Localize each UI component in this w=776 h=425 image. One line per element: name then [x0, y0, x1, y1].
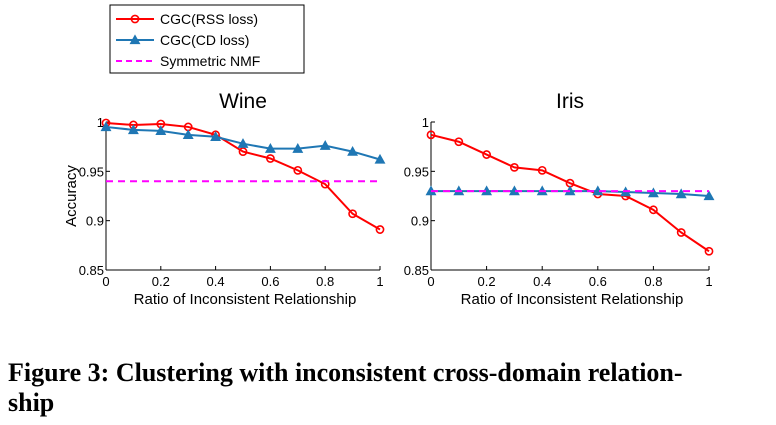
x-tick-label: 0: [427, 274, 434, 289]
caption-line-2: ship: [8, 388, 55, 417]
x-tick-label: 0.4: [207, 274, 225, 289]
data-point: [703, 190, 715, 201]
data-point: [127, 124, 139, 135]
legend-label: CGC(CD loss): [160, 32, 249, 48]
series-cgc-rss-loss-: [101, 118, 385, 234]
data-point: [537, 165, 547, 175]
data-point: [649, 205, 658, 215]
y-tick-label: 1: [97, 115, 104, 130]
data-point: [210, 131, 222, 141]
x-tick-label: 0.6: [261, 274, 279, 289]
legend-marker: [130, 14, 140, 24]
series-cgc-cd-loss-: [100, 121, 386, 164]
y-tick-label: 0.9: [411, 214, 429, 229]
chart-title: Wine: [219, 90, 267, 113]
y-tick-label: 0.95: [404, 164, 429, 179]
chart-wine: 0 0.2 0.4 0.6 0.8 1 0.85 0.9 0.95 1 Wine Ratio of I…: [63, 90, 386, 308]
x-tick-label: 1: [705, 274, 712, 289]
chart-title: Iris: [556, 90, 584, 113]
data-point: [454, 137, 464, 147]
legend: CGC(RSS loss) CGC(CD loss) Symmetric NMF: [109, 4, 305, 74]
data-point: [265, 154, 275, 163]
y-tick-label: 0.9: [86, 214, 104, 229]
x-tick-label: 0.2: [152, 274, 170, 289]
data-point: [348, 209, 357, 219]
x-tick-label: 0.4: [533, 274, 551, 289]
legend-label: CGC(RSS loss): [160, 11, 258, 27]
legend-label: Symmetric NMF: [160, 53, 260, 69]
y-tick-label: 0.85: [404, 263, 429, 278]
y-tick-label: 1: [422, 115, 429, 130]
figure-caption: Figure 3: Clustering with inconsistent c…: [8, 358, 768, 418]
data-point: [704, 246, 714, 256]
x-tick-label: 1: [376, 274, 383, 289]
data-point: [182, 129, 194, 140]
data-point: [238, 147, 248, 156]
data-point: [675, 188, 687, 199]
x-axis-label: Ratio of Inconsistent Relationship: [134, 291, 357, 308]
chart-iris: 0 0.2 0.4 0.6 0.8 1 0.85 0.9 0.95 1 Iris Ratio of I…: [404, 90, 715, 308]
data-point: [293, 165, 303, 175]
y-tick-label: 0.95: [79, 164, 104, 179]
data-point: [510, 162, 519, 172]
data-point: [264, 143, 276, 153]
data-point: [292, 143, 304, 153]
charts: 0 0.2 0.4 0.6 0.8 1 0.85 0.9 0.95 1 Wine Ratio of I…: [63, 90, 715, 308]
data-point: [647, 187, 659, 198]
data-point: [374, 153, 386, 164]
series-cgc-cd-loss-: [425, 185, 715, 201]
y-axis-label: Accuracy: [63, 165, 80, 227]
caption-line-1: Figure 3: Clustering with inconsistent c…: [8, 358, 683, 387]
series-line: [430, 133, 710, 253]
x-tick-label: 0.2: [478, 274, 496, 289]
y-tick-label: 0.85: [79, 263, 104, 278]
data-point: [426, 130, 436, 140]
x-tick-label: 0: [102, 274, 109, 289]
series-line: [105, 121, 381, 231]
x-tick-label: 0.8: [316, 274, 334, 289]
x-axis-label: Ratio of Inconsistent Relationship: [461, 291, 684, 308]
data-point: [482, 150, 491, 159]
data-point: [237, 138, 249, 148]
data-point: [155, 125, 167, 136]
x-tick-label: 0.8: [644, 274, 662, 289]
x-tick-label: 0.6: [589, 274, 607, 289]
legend-marker: [129, 34, 141, 45]
data-point: [100, 121, 112, 132]
data-point: [319, 140, 331, 150]
data-point: [375, 225, 385, 234]
data-point: [676, 228, 686, 237]
data-point: [347, 145, 359, 156]
